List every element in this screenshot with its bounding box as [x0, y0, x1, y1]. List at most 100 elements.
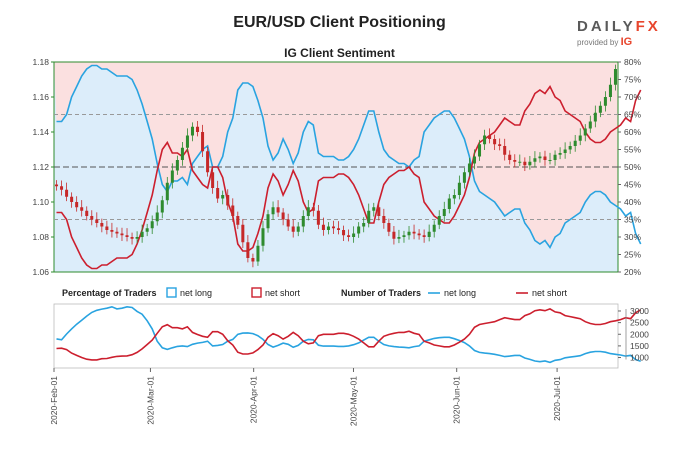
candle-body	[362, 223, 366, 227]
candle-body	[231, 205, 235, 216]
candle-body	[60, 186, 64, 190]
percent-tick-label: 25%	[624, 250, 641, 260]
candle-body	[95, 219, 99, 223]
candle-body	[337, 228, 341, 230]
candle-body	[150, 221, 154, 229]
dailyfx-logo: DAILYFX provided by IG	[577, 18, 661, 48]
candle-body	[75, 202, 79, 208]
legend-pct-short-label: net short	[265, 288, 301, 298]
candle-body	[80, 207, 84, 211]
candle-body	[211, 172, 215, 188]
candle-body	[140, 231, 144, 237]
legend-percentage-title: Percentage of Traders	[62, 288, 157, 298]
candle-body	[90, 216, 94, 220]
candle-body	[513, 160, 517, 162]
legend-num-short-label: net short	[532, 288, 568, 298]
chart-subtitle: IG Client Sentiment	[284, 46, 395, 60]
candle-body	[251, 258, 255, 262]
candle-body	[452, 195, 456, 199]
percent-tick-label: 70%	[624, 92, 641, 102]
candle-body	[221, 195, 225, 199]
candle-body	[306, 207, 310, 216]
date-tick-label: 2020-Apr-01	[249, 376, 259, 424]
candle-body	[432, 224, 436, 232]
price-tick-label: 1.10	[32, 197, 49, 207]
candle-body	[518, 161, 522, 163]
candle-body	[392, 231, 396, 239]
price-tick-label: 1.12	[32, 162, 49, 172]
candle-body	[488, 135, 492, 139]
price-tick-label: 1.16	[32, 92, 49, 102]
traders-tick-label: 2500	[630, 318, 649, 328]
candle-body	[508, 154, 512, 160]
candle-body	[165, 182, 169, 201]
candle-body	[397, 237, 401, 239]
percent-tick-label: 65%	[624, 110, 641, 120]
candle-body	[70, 196, 74, 202]
candle-body	[216, 188, 220, 199]
candle-body	[533, 158, 537, 162]
candle-body	[175, 160, 179, 171]
price-tick-label: 1.18	[32, 57, 49, 67]
candle-body	[437, 216, 441, 225]
legend-num-long-label: net long	[444, 288, 476, 298]
candle-body	[160, 200, 164, 213]
candle-body	[382, 216, 386, 223]
candle-body	[593, 112, 597, 122]
candle-body	[357, 226, 361, 234]
candle-body	[347, 235, 351, 237]
candle-body	[457, 182, 461, 195]
candle-body	[543, 156, 547, 160]
candle-body	[342, 230, 346, 236]
candle-body	[608, 84, 612, 97]
candle-body	[65, 189, 69, 197]
candle-body	[281, 212, 285, 220]
candle-body	[483, 135, 487, 145]
candle-body	[598, 105, 602, 113]
net-long-pct-line	[56, 64, 642, 250]
percent-tick-label: 45%	[624, 180, 641, 190]
candle-body	[190, 126, 194, 136]
candle-body	[553, 154, 557, 160]
traders-net-long-line	[56, 305, 641, 364]
date-tick-label: 2020-May-01	[348, 376, 358, 426]
candle-body	[387, 223, 391, 232]
traders-panel-frame	[53, 303, 619, 369]
candle-body	[503, 146, 507, 155]
candle-body	[528, 161, 532, 166]
candle-body	[291, 226, 295, 232]
candle-body	[226, 195, 230, 206]
candle-body	[236, 216, 240, 225]
candle-body	[583, 128, 587, 136]
candle-body	[558, 153, 562, 155]
percent-tick-label: 55%	[624, 145, 641, 155]
candle-body	[100, 223, 104, 227]
legend-pct-long-swatch	[166, 287, 177, 298]
candle-body	[372, 207, 376, 211]
logo-wordmark: DAILYFX	[577, 18, 661, 35]
traders-tick-label: 1500	[630, 341, 649, 351]
candle-body	[135, 237, 139, 239]
candle-body	[301, 216, 305, 227]
logo-tagline: provided by IG	[577, 36, 657, 48]
candle-body	[125, 235, 129, 237]
percent-tick-label: 35%	[624, 215, 641, 225]
date-tick-label: 2020-Mar-01	[145, 376, 155, 425]
traders-tick-label: 1000	[630, 353, 649, 363]
candle-body	[316, 210, 320, 225]
candle-body	[578, 135, 582, 141]
candle-body	[493, 139, 497, 145]
percent-tick-label: 40%	[624, 197, 641, 207]
legend-number-title: Number of Traders	[341, 288, 421, 298]
candle-body	[261, 228, 265, 246]
percent-tick-label: 75%	[624, 75, 641, 85]
candle-body	[442, 209, 446, 216]
candle-body	[427, 231, 431, 237]
candle-body	[256, 245, 260, 262]
candle-body	[568, 146, 572, 150]
candle-body	[331, 226, 335, 229]
candle-body	[402, 235, 406, 237]
candle-body	[417, 233, 421, 236]
price-tick-label: 1.06	[32, 267, 49, 277]
candle-body	[266, 214, 270, 229]
